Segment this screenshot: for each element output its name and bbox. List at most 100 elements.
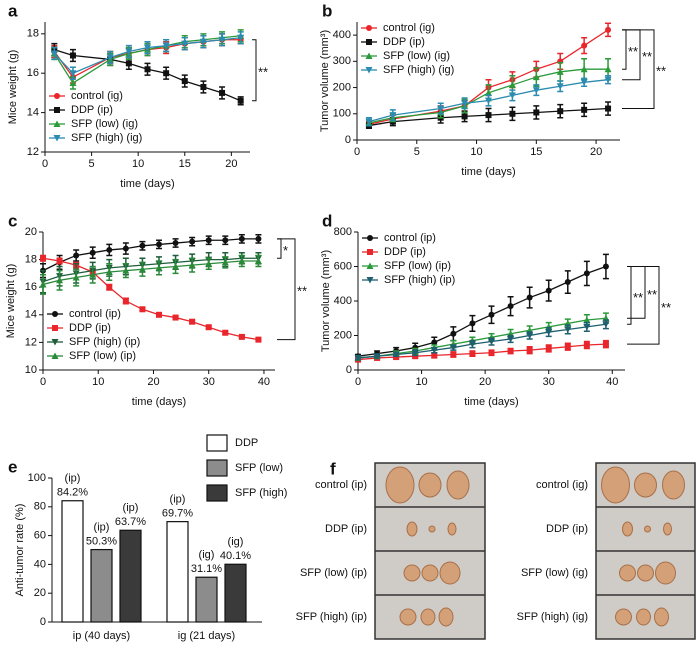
x-axis-label: time (days): [461, 166, 515, 178]
legend-swatch: [206, 459, 228, 477]
photo-row-label: SFP (high) (ip): [296, 611, 367, 623]
marker: [488, 338, 495, 346]
tumor: [439, 561, 461, 585]
x-tick-label: 0: [40, 376, 46, 388]
bar-note: (ip): [170, 494, 186, 506]
tumor: [438, 607, 454, 627]
value-label: 84.2%: [57, 487, 88, 499]
marker: [254, 257, 262, 264]
marker: [564, 343, 571, 350]
marker: [237, 34, 245, 42]
bar-note: (ip): [94, 521, 110, 533]
tumor: [447, 522, 457, 536]
marker: [238, 257, 246, 264]
marker: [255, 336, 262, 343]
tumor: [644, 525, 651, 533]
marker: [583, 323, 591, 331]
legend-label: control (ig): [383, 22, 435, 34]
legend-marker: [367, 235, 373, 241]
legend-label: control (ig): [71, 90, 123, 102]
x-tick-label: ip (40 days): [73, 630, 130, 642]
marker: [365, 118, 373, 126]
legend-label: SFP (low): [235, 462, 283, 474]
legend-label: DDP: [235, 437, 258, 449]
marker: [556, 83, 564, 90]
bracket: [622, 29, 627, 70]
marker: [485, 97, 492, 105]
panel-label: b: [322, 1, 332, 20]
marker: [392, 351, 400, 358]
tumor: [421, 564, 439, 582]
marker: [205, 260, 213, 267]
marker: [155, 264, 163, 271]
marker: [139, 306, 146, 313]
bar: [224, 563, 247, 623]
x-tick-label: 0: [42, 158, 48, 170]
marker: [106, 246, 113, 253]
legend-swatch: [206, 484, 228, 502]
y-tick-label: 0: [40, 616, 46, 628]
marker: [56, 257, 63, 264]
tumor: [403, 564, 421, 582]
x-tick-label: 20: [479, 376, 491, 388]
bar: [195, 576, 218, 623]
photo-row-label: SFP (low) (ig): [521, 567, 588, 579]
x-tick-label: 10: [92, 376, 104, 388]
marker: [545, 287, 552, 294]
photo-row-label: DDP (ip): [546, 523, 588, 535]
legend-label: SFP (low) (ip): [69, 350, 136, 362]
marker: [69, 70, 77, 77]
legend-marker: [366, 39, 372, 45]
marker: [580, 79, 588, 86]
y-tick-label: 16: [27, 67, 39, 79]
y-tick-label: 200: [334, 329, 352, 341]
y-axis-label: Anti-tumor rate (%): [14, 504, 26, 597]
series-line: [357, 343, 606, 361]
marker: [122, 267, 130, 274]
marker: [237, 97, 244, 104]
marker: [602, 321, 610, 328]
marker: [532, 87, 540, 94]
tumor: [385, 466, 415, 504]
photo-row-label: SFP (low) (ip): [300, 567, 367, 579]
annotation: **: [647, 287, 657, 302]
y-tick-label: 14: [25, 309, 37, 321]
marker: [106, 284, 113, 291]
legend-label: SFP (high) (ip): [384, 274, 455, 286]
series-line: [357, 323, 607, 359]
x-tick-label: 20: [590, 146, 602, 158]
marker: [450, 351, 457, 358]
marker: [411, 349, 419, 357]
y-tick-label: 400: [334, 295, 352, 307]
marker: [604, 65, 612, 73]
marker: [485, 112, 492, 119]
marker: [122, 298, 129, 304]
bar-note: (ip): [123, 502, 139, 514]
x-tick-label: 0: [354, 146, 360, 158]
legend-label: control (ip): [69, 308, 121, 320]
bracket: [627, 266, 660, 345]
x-axis-label: time (days): [132, 396, 186, 408]
marker: [69, 52, 76, 59]
x-tick-label: 20: [147, 376, 159, 388]
marker: [199, 38, 207, 46]
marker: [580, 65, 588, 73]
annotation: **: [633, 290, 643, 305]
photo-row-label: SFP (high) (ig): [517, 611, 588, 623]
series-line: [357, 317, 606, 359]
legend-marker: [52, 311, 58, 317]
bar: [90, 548, 113, 623]
bar-note: (ip): [65, 473, 81, 485]
tumor: [637, 564, 654, 582]
marker: [219, 89, 226, 96]
marker: [156, 311, 162, 318]
y-tick-label: 300: [333, 55, 351, 67]
marker: [222, 329, 229, 336]
marker: [468, 341, 476, 348]
series-line: [53, 37, 241, 74]
marker: [181, 78, 188, 85]
legend-marker: [51, 339, 59, 346]
marker: [125, 48, 133, 56]
marker: [122, 245, 129, 252]
x-tick-label: 30: [543, 376, 555, 388]
